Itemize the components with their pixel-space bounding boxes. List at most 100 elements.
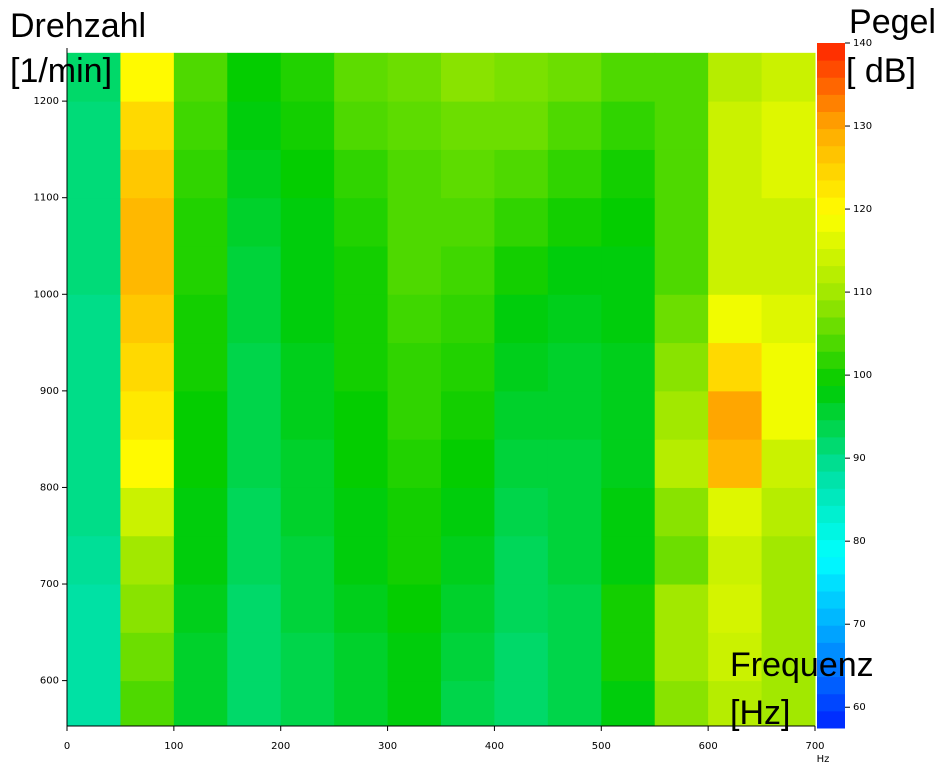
heatmap-cell — [708, 487, 763, 537]
y-axis-label: [1/min] — [10, 52, 112, 90]
colorbar-tick-label: 140 — [853, 38, 872, 49]
heatmap-cell — [708, 294, 763, 344]
heatmap-cell — [120, 439, 175, 488]
colorbar-tick-label: 60 — [853, 702, 866, 713]
heatmap-cell — [280, 342, 335, 392]
colorbar-step — [817, 299, 845, 318]
heatmap-cell — [387, 390, 442, 440]
heatmap-cell — [67, 439, 121, 488]
x-tick-label: 100 — [164, 741, 183, 752]
colorbar-step — [817, 608, 845, 626]
heatmap-cell — [441, 439, 495, 488]
heatmap-cell — [334, 149, 389, 199]
heatmap-cell — [334, 584, 389, 633]
heatmap-cell — [441, 101, 495, 150]
heatmap-cell — [67, 342, 121, 392]
heatmap-cell — [654, 52, 709, 102]
heatmap-cell — [387, 342, 442, 392]
heatmap-cell — [120, 149, 175, 199]
heatmap-cell — [601, 680, 656, 727]
heatmap-cell — [761, 680, 816, 727]
x-tick-label: 600 — [699, 741, 718, 752]
x-axis-label: [Hz] — [730, 694, 790, 732]
heatmap-cell — [280, 294, 335, 344]
heatmap-cell — [227, 149, 282, 199]
heatmap-cell — [227, 439, 282, 488]
colorbar-step — [817, 77, 845, 95]
colorbar-tick-label: 120 — [853, 204, 872, 215]
heatmap-cell — [494, 342, 549, 392]
x-axis-label: Frequenz — [730, 646, 874, 684]
heatmap-cell — [761, 487, 816, 537]
heatmap-cell — [761, 294, 816, 344]
colorbar-step — [817, 128, 845, 147]
heatmap-cell — [654, 197, 709, 247]
heatmap-cell — [67, 535, 121, 585]
heatmap-cell — [601, 149, 656, 199]
heatmap-cell — [761, 342, 816, 392]
heatmap-cell — [441, 584, 495, 633]
heatmap-cell — [441, 197, 495, 247]
heatmap-cell — [547, 535, 602, 585]
heatmap-cell — [601, 535, 656, 585]
heatmap-cell — [761, 535, 816, 585]
colorbar-step — [817, 659, 845, 678]
colorbar-step — [817, 197, 845, 215]
heatmap-cell — [227, 487, 282, 537]
heatmap-cell — [334, 294, 389, 344]
heatmap-cell — [654, 245, 709, 295]
x-unit: Hz — [817, 754, 830, 765]
heatmap-cell — [654, 149, 709, 199]
heatmap-cell — [654, 101, 709, 150]
heatmap-cell — [120, 101, 175, 150]
colorbar-label: [ dB] — [846, 52, 916, 90]
heatmap-cell — [654, 390, 709, 440]
heatmap-cell — [227, 245, 282, 295]
heatmap-cell — [601, 487, 656, 537]
y-axis-label: Drehzahl — [10, 7, 146, 45]
colorbar-tick-label: 80 — [853, 536, 866, 547]
heatmap-cell — [654, 632, 709, 682]
colorbar-step — [817, 162, 845, 181]
colorbar-step — [817, 334, 845, 352]
colorbar-step — [817, 693, 845, 712]
heatmap-cell — [761, 197, 816, 247]
heatmap-cell — [173, 584, 228, 633]
heatmap-cell — [547, 342, 602, 392]
heatmap-cell — [708, 535, 763, 585]
colorbar-step — [817, 625, 845, 643]
heatmap-cell — [120, 487, 175, 537]
heatmap-cell — [120, 52, 175, 102]
heatmap-cell — [654, 584, 709, 633]
colorbar-label: Pegel — [849, 3, 936, 41]
heatmap-cell — [334, 101, 389, 150]
heatmap-cell — [387, 535, 442, 585]
y-tick-label: 700 — [40, 579, 59, 590]
colorbar-tick-label: 100 — [853, 370, 872, 381]
heatmap-cell — [227, 680, 282, 727]
heatmap-cell — [280, 439, 335, 488]
heatmap-cell — [547, 584, 602, 633]
x-tick-label: 200 — [271, 741, 290, 752]
heatmap-cell — [441, 632, 495, 682]
heatmap-cell — [387, 245, 442, 295]
heatmap-cell — [67, 680, 121, 727]
heatmap-cell — [494, 149, 549, 199]
heatmap-cell — [173, 149, 228, 199]
colorbar-step — [817, 265, 845, 284]
heatmap-cell — [67, 197, 121, 247]
y-tick-label: 1100 — [34, 193, 59, 204]
heatmap-cell — [173, 197, 228, 247]
overlay: 600 700 800 900 1000 1100 1200 0 100 200 300 400 500… — [10, 3, 936, 765]
heatmap-cell — [387, 149, 442, 199]
heatmap-cell — [441, 52, 495, 102]
heatmap-cell — [227, 632, 282, 682]
heatmap-cell — [441, 149, 495, 199]
y-tick-label: 1000 — [34, 289, 59, 300]
heatmap-cell — [654, 342, 709, 392]
colorbar-step — [817, 419, 845, 438]
heatmap-cell — [173, 342, 228, 392]
colorbar-step — [817, 43, 845, 61]
heatmap-cell — [67, 390, 121, 440]
heatmap-cell — [601, 584, 656, 633]
